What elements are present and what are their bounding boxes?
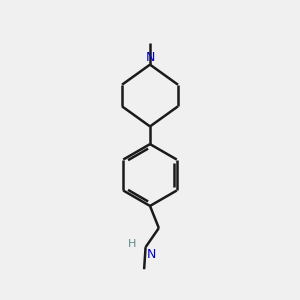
Text: N: N: [147, 248, 156, 261]
Text: N: N: [145, 51, 155, 64]
Text: H: H: [128, 239, 136, 249]
